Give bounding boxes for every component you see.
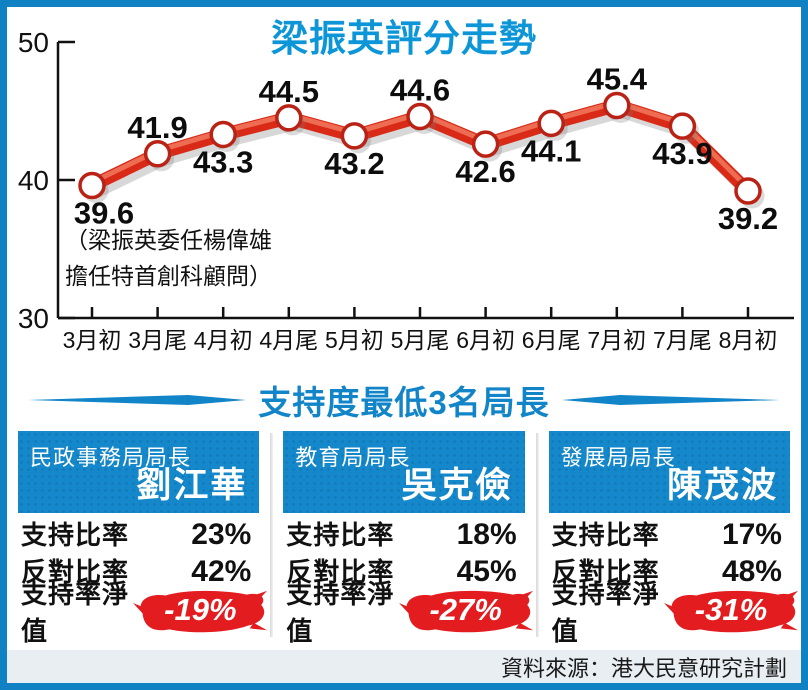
net-value-badge: -27% xyxy=(398,588,533,635)
net-value-badge: -19% xyxy=(133,588,268,635)
net-rate-row: 支持率淨值 -27% xyxy=(283,579,533,646)
svg-text:4月尾: 4月尾 xyxy=(259,327,318,353)
svg-text:45.4: 45.4 xyxy=(587,61,648,96)
net-rate-value: -19% xyxy=(164,592,237,627)
minister-post: 發展局局長 xyxy=(560,445,676,470)
svg-text:8月初: 8月初 xyxy=(719,327,778,353)
minister-card-eddie-ng: 教育局局長 吳克儉 支持比率 18% 反對比率 45% 支持率淨值 xyxy=(270,431,533,646)
support-rate-row: 支持比率 23% xyxy=(18,515,259,551)
brush-stroke-icon xyxy=(663,590,798,632)
oppose-rate-value: 48% xyxy=(721,555,782,588)
source-footer: 資料來源：港大民意研究計劃 xyxy=(7,650,801,683)
oppose-rate-value: 45% xyxy=(456,555,517,588)
support-rate-label: 支持比率 xyxy=(286,520,395,550)
svg-text:3月初: 3月初 xyxy=(63,327,122,353)
svg-text:39.2: 39.2 xyxy=(718,201,778,236)
svg-text:3月尾: 3月尾 xyxy=(128,327,187,353)
chart-title: 梁振英評分走勢 xyxy=(271,18,537,59)
chart-annotation: （梁振英委任楊偉雄 擔任特首創科顧問） xyxy=(65,228,272,289)
svg-text:41.9: 41.9 xyxy=(127,110,187,145)
minister-post: 教育局局長 xyxy=(295,445,411,470)
support-rate-row: 支持比率 17% xyxy=(549,515,790,551)
net-rate-row: 支持率淨值 -19% xyxy=(18,579,268,646)
brush-stroke-icon xyxy=(133,590,268,632)
minister-card-header: 發展局局長 陳茂波 xyxy=(548,431,790,513)
net-rate-row: 支持率淨值 -31% xyxy=(549,579,798,646)
support-rate-label: 支持比率 xyxy=(21,520,130,550)
oppose-rate-value: 42% xyxy=(191,555,252,588)
divider-line-left-icon xyxy=(28,395,247,405)
support-rate-value: 17% xyxy=(721,518,782,551)
svg-text:43.2: 43.2 xyxy=(324,146,384,181)
net-rate-label: 支持率淨值 xyxy=(21,579,130,646)
support-rate-value: 18% xyxy=(456,518,517,551)
svg-text:7月尾: 7月尾 xyxy=(653,327,712,353)
support-rate-label: 支持比率 xyxy=(551,520,660,550)
svg-text:40: 40 xyxy=(18,165,49,196)
oppose-rate-label: 反對比率 xyxy=(551,557,660,587)
svg-text:30: 30 xyxy=(18,303,49,334)
minister-card-header: 民政事務局局長 劉江華 xyxy=(18,431,260,513)
rating-line-chart: 30 40 50 3月初 3月尾 4月初 4月尾 5月初 5月尾 6月初 6月尾 7月初 7月尾 8月初 3… xyxy=(18,27,794,353)
svg-text:42.6: 42.6 xyxy=(455,154,515,189)
minister-card-header: 教育局局長 吳克儉 xyxy=(283,431,525,513)
rating-trend-section: 梁振英評分走勢 30 40 50 3月初 3月尾 4月初 4月尾 5月初 5月尾 6月初 6月尾 7月… xyxy=(7,7,801,375)
oppose-rate-row: 反對比率 48% xyxy=(549,552,790,588)
oppose-rate-row: 反對比率 42% xyxy=(18,552,259,588)
net-rate-label: 支持率淨值 xyxy=(286,579,395,646)
svg-text:5月尾: 5月尾 xyxy=(391,327,450,353)
minister-card-lau-kong-wah: 民政事務局局長 劉江華 支持比率 23% 反對比率 42% 支持率淨值 xyxy=(18,431,268,646)
source-text: 資料來源：港大民意研究計劃 xyxy=(500,655,787,681)
support-rate-value: 23% xyxy=(191,518,252,551)
net-rate-value: -27% xyxy=(429,592,502,627)
oppose-rate-label: 反對比率 xyxy=(21,557,130,587)
svg-text:6月尾: 6月尾 xyxy=(522,327,581,353)
lowest-support-cards: 民政事務局局長 劉江華 支持比率 23% 反對比率 42% 支持率淨值 xyxy=(7,425,801,646)
svg-text:44.5: 44.5 xyxy=(259,74,319,109)
svg-text:43.9: 43.9 xyxy=(652,136,712,171)
net-rate-value: -31% xyxy=(694,592,768,627)
svg-text:44.1: 44.1 xyxy=(521,133,581,168)
brush-stroke-icon xyxy=(398,590,533,632)
divider-line-right-icon xyxy=(561,395,780,405)
svg-text:44.6: 44.6 xyxy=(390,73,450,108)
support-rate-row: 支持比率 18% xyxy=(283,515,524,551)
section-header: 支持度最低3名局長 xyxy=(7,375,801,425)
svg-text:39.6: 39.6 xyxy=(74,196,134,231)
svg-text:50: 50 xyxy=(18,27,49,58)
minister-post: 民政事務局局長 xyxy=(30,445,192,470)
net-rate-label: 支持率淨值 xyxy=(551,579,660,646)
svg-text:4月初: 4月初 xyxy=(194,327,253,353)
section-title: 支持度最低3名局長 xyxy=(258,384,550,421)
svg-text:5月初: 5月初 xyxy=(325,327,384,353)
oppose-rate-row: 反對比率 45% xyxy=(283,552,524,588)
svg-text:7月初: 7月初 xyxy=(587,327,646,353)
minister-card-paul-chan: 發展局局長 陳茂波 支持比率 17% 反對比率 48% 支持率淨值 xyxy=(535,431,798,646)
minister-name: 劉江華 xyxy=(136,466,248,505)
oppose-rate-label: 反對比率 xyxy=(286,557,395,587)
minister-name: 吳克儉 xyxy=(401,466,513,505)
svg-text:6月初: 6月初 xyxy=(456,327,515,353)
minister-name: 陳茂波 xyxy=(666,466,778,505)
svg-text:43.3: 43.3 xyxy=(193,144,253,179)
net-value-badge: -31% xyxy=(663,588,798,635)
